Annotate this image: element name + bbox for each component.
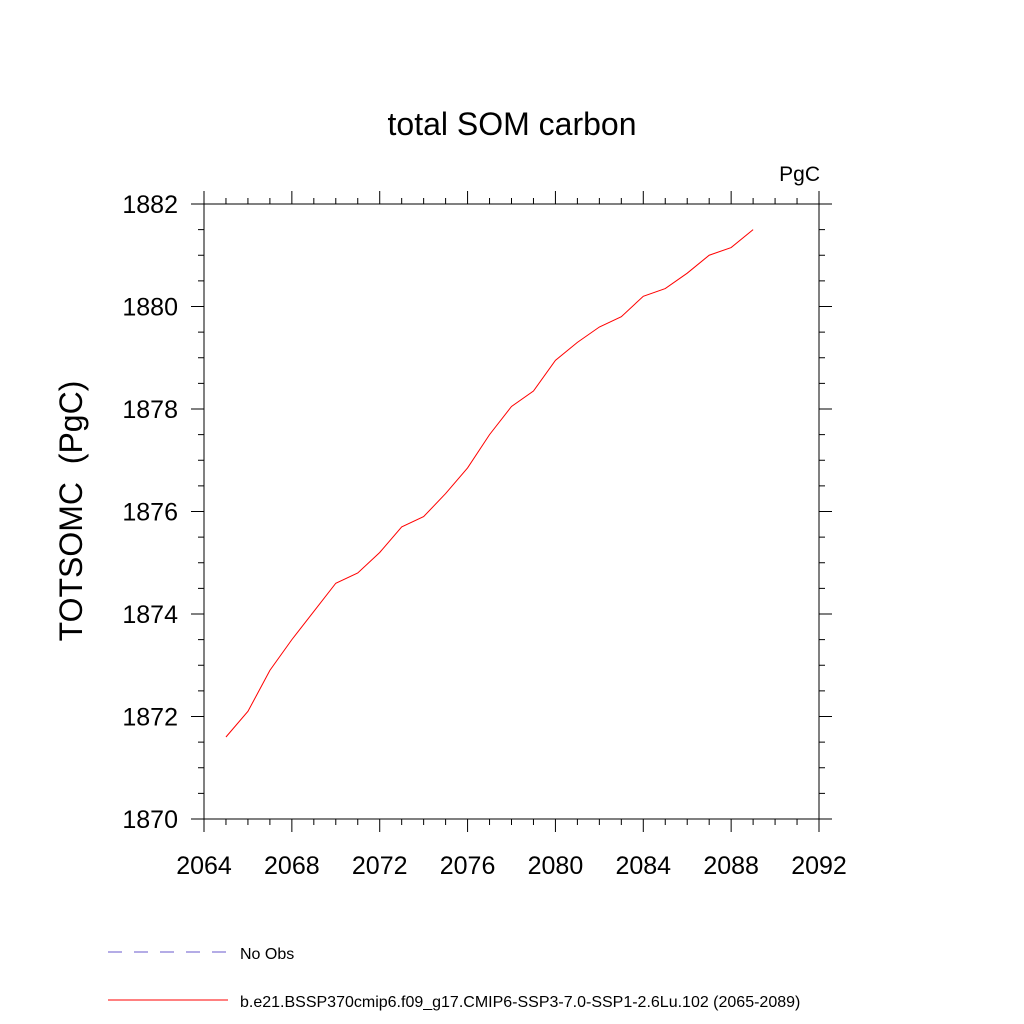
plot-frame [203,203,820,820]
x-tick-label: 2088 [703,852,759,880]
legend-label: No Obs [240,946,294,963]
y-tick-label: 1872 [122,704,178,732]
series-line [225,229,754,738]
series-layer [225,229,754,738]
x-tick-label: 2084 [615,852,671,880]
y-tick-label: 1878 [122,396,178,424]
x-tick-label: 2068 [264,852,320,880]
chart-title: total SOM carbon [388,106,637,142]
y-axis-label: TOTSOMC (PgC) [53,381,89,642]
x-tick-label: 2064 [176,852,232,880]
x-tick-label: 2076 [440,852,496,880]
y-tick-label: 1882 [122,191,178,219]
x-tick-label: 2092 [791,852,847,880]
y-tick-label: 1874 [122,601,178,629]
y-tick-label: 1880 [122,294,178,322]
x-tick-label: 2080 [528,852,584,880]
axis-ticks [191,191,832,832]
y-tick-label: 1876 [122,499,178,527]
legend: No Obs b.e21.BSSP370cmip6.f09_g17.CMIP6-S… [108,946,800,1011]
axis-tick-labels: 2064 2068 2072 2076 2080 2084 2088 2092 1870 1872… [122,191,846,880]
legend-label: b.e21.BSSP370cmip6.f09_g17.CMIP6-SSP3-7.… [240,994,800,1011]
x-tick-label: 2072 [352,852,408,880]
y-tick-label: 1870 [122,806,178,834]
units-label: PgC [779,163,820,186]
